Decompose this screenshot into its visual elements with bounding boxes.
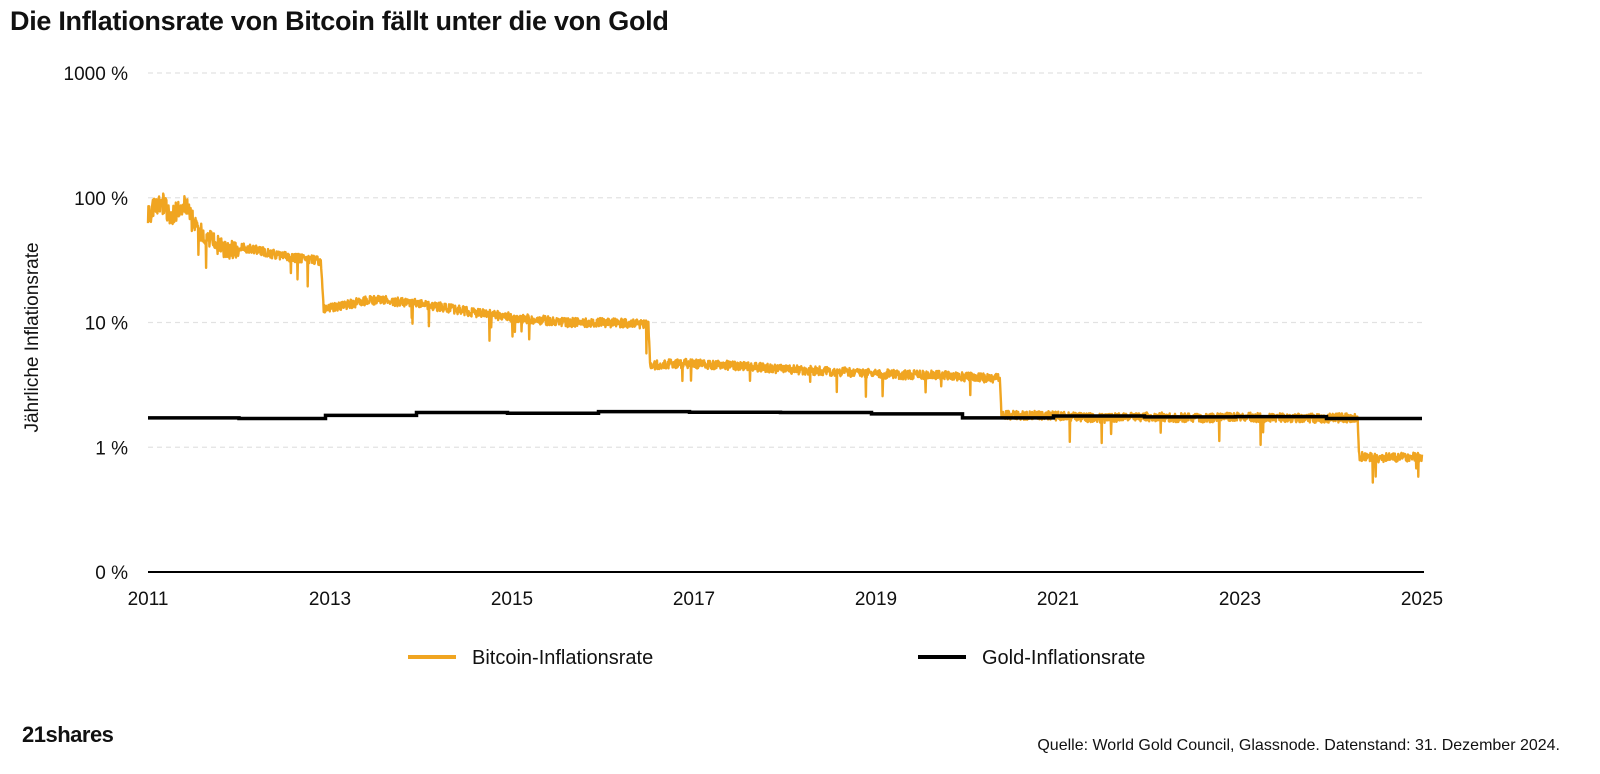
series-layer — [146, 192, 1424, 484]
y-tick-label: 10 % — [85, 314, 128, 335]
x-tick-label: 2025 — [1401, 589, 1443, 610]
x-tick-label: 2015 — [491, 589, 533, 610]
legend-label-bitcoin: Bitcoin-Inflationsrate — [472, 647, 653, 669]
series-line-bitcoin — [146, 192, 1424, 484]
legend: Bitcoin-Inflationsrate Gold-Inflationsrat… — [408, 647, 1145, 669]
brand-logo: 21shares — [22, 722, 114, 747]
x-tick-label: 2011 — [128, 589, 169, 610]
x-tick-label: 2017 — [673, 589, 715, 610]
y-tick-label: 1000 % — [64, 64, 129, 85]
grid-layer — [148, 72, 1422, 448]
x-tick-label: 2019 — [855, 589, 897, 610]
legend-item-bitcoin: Bitcoin-Inflationsrate — [408, 647, 653, 669]
y-tick-label: 100 % — [74, 189, 128, 210]
chart-title: Die Inflationsrate von Bitcoin fällt unt… — [10, 6, 669, 36]
legend-item-gold: Gold-Inflationsrate — [918, 647, 1145, 669]
legend-label-gold: Gold-Inflationsrate — [982, 647, 1145, 669]
x-tick-label: 2013 — [309, 589, 351, 610]
series-line-gold — [148, 409, 1422, 421]
x-tick-label: 2021 — [1037, 589, 1079, 610]
x-tick-label: 2023 — [1219, 589, 1261, 610]
y-tick-label: 1 % — [95, 438, 128, 459]
y-tick-label: 0 % — [95, 563, 128, 584]
axis-layer: 0 % 1 % 10 % 100 % 1000 % 2011 2013 2015 2017 201… — [22, 64, 1443, 610]
y-axis-title: Jährliche Inflationsrate — [22, 242, 43, 432]
source-note: Quelle: World Gold Council, Glassnode. D… — [1037, 737, 1560, 754]
